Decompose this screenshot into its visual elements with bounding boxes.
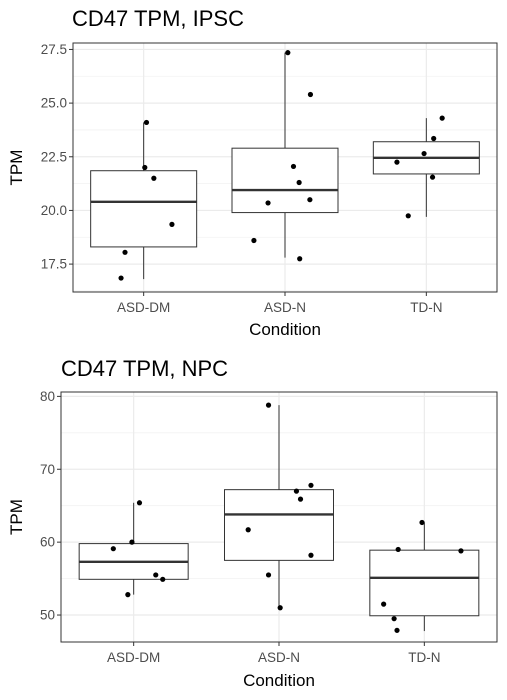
- chart-panel-ipsc: CD47 TPM, IPSC 17.5 20.0 22.5 25.0 27.5 ASD-D…: [0, 0, 507, 345]
- data-point: [391, 616, 397, 622]
- data-point: [293, 488, 300, 494]
- data-point: [381, 601, 387, 607]
- data-point: [297, 496, 304, 502]
- y-tick-label: 50: [40, 608, 55, 623]
- data-point: [245, 527, 251, 533]
- data-point: [394, 159, 400, 165]
- data-point: [151, 175, 157, 181]
- data-point: [118, 275, 124, 281]
- y-tick-label: 17.5: [41, 257, 67, 272]
- y-tick-label: 60: [40, 535, 55, 550]
- box-plot-npc: 50 60 70 80 ASD-DM ASD-N TD-N Condition TPM: [7, 389, 498, 690]
- data-point: [122, 249, 128, 255]
- data-point: [431, 135, 437, 142]
- data-point: [277, 605, 283, 611]
- y-tick-label: 70: [40, 462, 55, 477]
- x-axis-title: Condition: [249, 320, 321, 339]
- y-tick-label: 20.0: [41, 203, 67, 218]
- data-point: [394, 627, 400, 633]
- data-point: [251, 237, 257, 244]
- x-axis-title: Condition: [243, 671, 315, 690]
- y-axis-title: TPM: [7, 499, 26, 535]
- data-point: [395, 546, 401, 553]
- box-iqr: [224, 489, 334, 561]
- data-point: [458, 548, 464, 554]
- x-tick-label: TD-N: [410, 300, 442, 315]
- data-point: [297, 256, 303, 262]
- data-point: [136, 500, 143, 506]
- data-point: [265, 402, 272, 408]
- data-point: [169, 221, 175, 227]
- y-tick-label: 25.0: [41, 96, 67, 111]
- y-tick-label: 80: [40, 389, 55, 404]
- x-tick-label: ASD-N: [264, 300, 306, 315]
- chart-panel-npc: CD47 TPM, NPC 50 60 70 80 ASD-DM ASD-N TD-N Con…: [0, 345, 507, 700]
- data-point: [405, 213, 411, 219]
- x-tick-label: ASD-DM: [117, 300, 170, 315]
- data-point: [160, 576, 166, 582]
- data-point: [308, 482, 314, 488]
- data-point: [110, 546, 116, 552]
- data-point: [129, 539, 135, 545]
- data-point: [419, 519, 425, 526]
- box-asd-dm: [78, 502, 189, 595]
- box-asd-n: [231, 52, 339, 258]
- y-tick-label: 22.5: [41, 149, 67, 164]
- data-point: [285, 50, 291, 56]
- x-tick-label: ASD-DM: [107, 650, 160, 665]
- data-point: [421, 150, 427, 157]
- box-iqr: [90, 170, 198, 248]
- data-point: [308, 552, 314, 558]
- data-point: [142, 164, 148, 171]
- x-tick-label: ASD-N: [258, 650, 300, 665]
- box-asd-dm: [90, 122, 198, 280]
- data-point: [125, 592, 131, 598]
- box-plot-ipsc: 17.5 20.0 22.5 25.0 27.5 ASD-DM ASD-N TD-N Condi…: [7, 42, 498, 339]
- y-axis-title: TPM: [7, 150, 26, 186]
- data-point: [153, 572, 159, 578]
- box-td-n: [372, 118, 480, 217]
- data-point: [265, 200, 271, 206]
- data-point: [307, 197, 313, 203]
- x-tick-label: TD-N: [408, 650, 440, 665]
- data-point: [290, 163, 297, 170]
- box-td-n: [369, 522, 480, 632]
- box-iqr: [231, 147, 339, 214]
- chart-title: CD47 TPM, NPC: [61, 356, 229, 381]
- box-iqr: [369, 549, 480, 617]
- chart-title: CD47 TPM, IPSC: [72, 6, 244, 31]
- data-point: [265, 572, 272, 578]
- data-point: [429, 174, 436, 180]
- data-point: [439, 115, 445, 121]
- data-point: [307, 91, 314, 98]
- y-tick-label: 27.5: [41, 42, 67, 57]
- data-point: [296, 179, 302, 186]
- data-point: [143, 119, 150, 126]
- box-asd-n: [224, 405, 334, 608]
